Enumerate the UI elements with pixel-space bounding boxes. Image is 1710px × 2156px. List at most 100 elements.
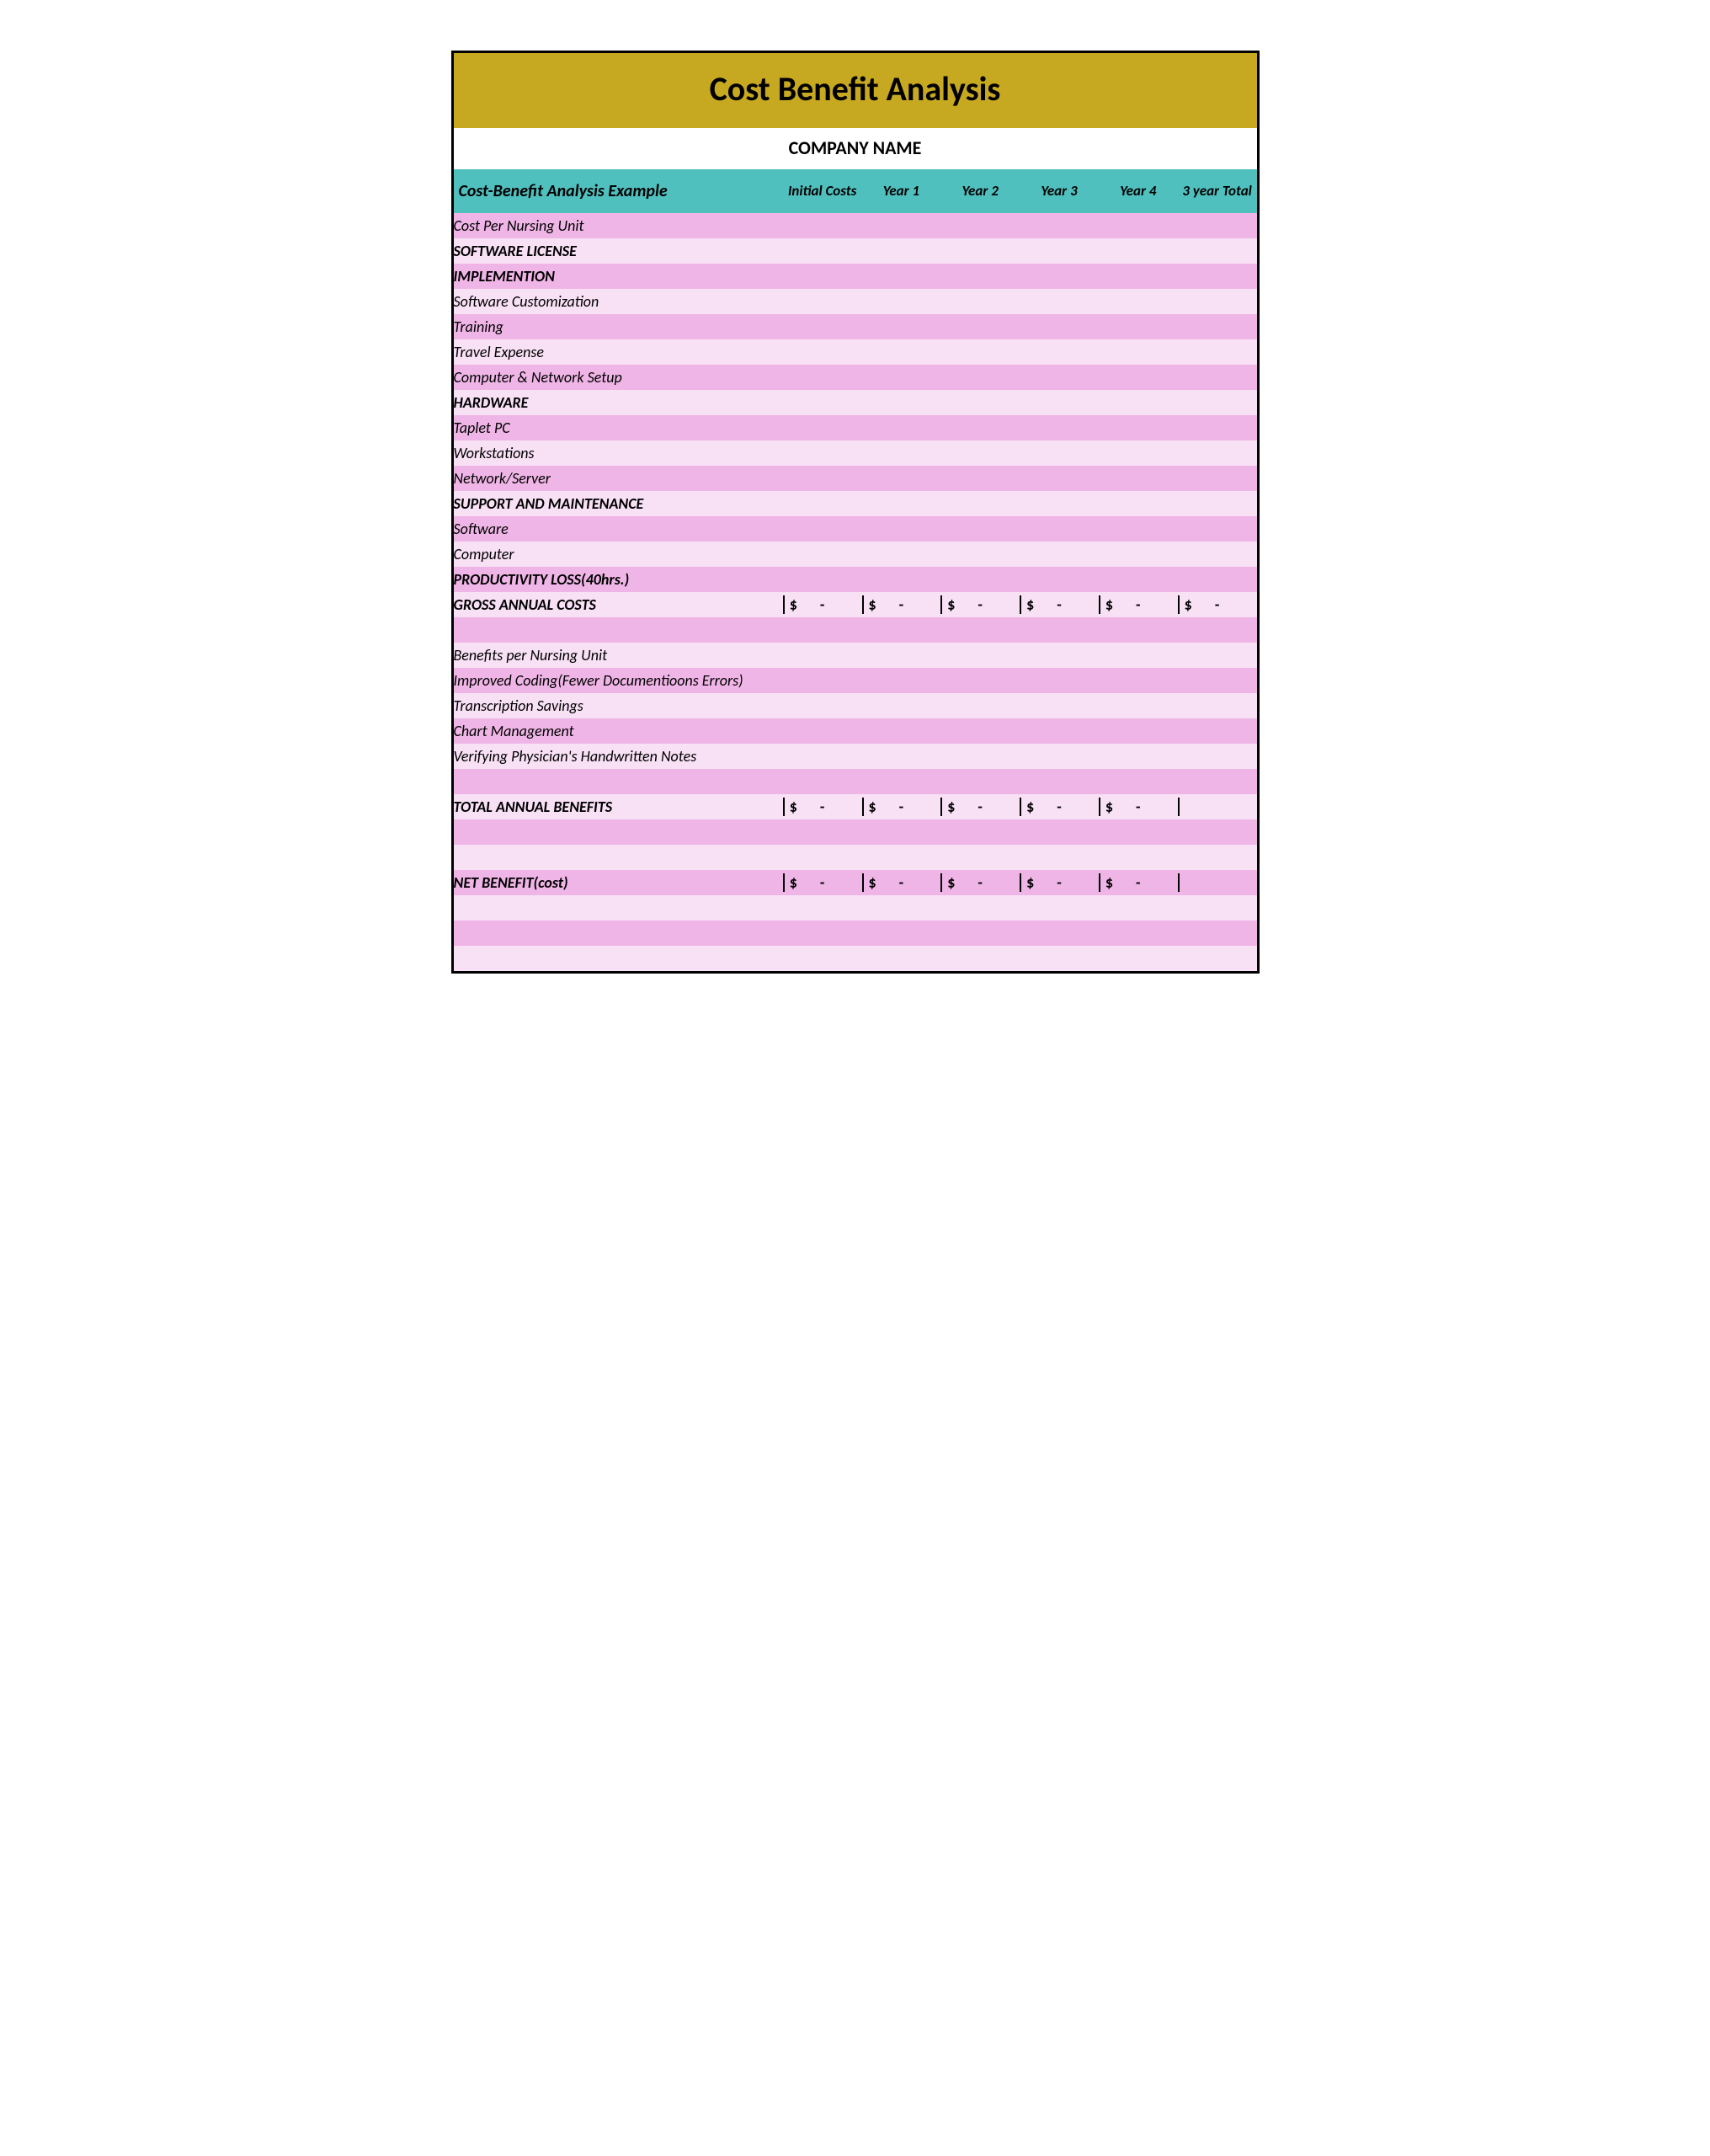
empty-cell bbox=[940, 289, 1020, 314]
money-value: - bbox=[820, 595, 825, 614]
cost-benefit-table: Cost-Benefit Analysis Example Initial Co… bbox=[454, 169, 1257, 971]
empty-cell bbox=[1020, 769, 1099, 794]
table-row: Improved Coding(Fewer Documentioons Erro… bbox=[454, 668, 1257, 693]
empty-cell bbox=[1178, 794, 1257, 819]
empty-cell bbox=[1020, 617, 1099, 643]
money-value: - bbox=[978, 873, 983, 892]
empty-cell bbox=[783, 516, 862, 542]
cell-divider bbox=[1020, 873, 1021, 892]
row-label: Improved Coding(Fewer Documentioons Erro… bbox=[454, 668, 783, 693]
currency-symbol: $ bbox=[1026, 873, 1034, 892]
empty-cell bbox=[862, 390, 941, 415]
empty-cell bbox=[783, 390, 862, 415]
row-label: IMPLEMENTION bbox=[454, 264, 783, 289]
empty-cell bbox=[1099, 390, 1178, 415]
empty-cell bbox=[1020, 238, 1099, 264]
money-cell: $- bbox=[940, 870, 1020, 895]
header-label: Cost-Benefit Analysis Example bbox=[454, 169, 783, 213]
empty-cell bbox=[1099, 895, 1178, 921]
empty-cell bbox=[1099, 516, 1178, 542]
money-value: - bbox=[1057, 798, 1062, 816]
row-label: Chart Management bbox=[454, 718, 783, 744]
row-label: Verifying Physician's Handwritten Notes bbox=[454, 744, 783, 769]
empty-cell bbox=[1178, 718, 1257, 744]
empty-cell bbox=[783, 466, 862, 491]
header-period-5: 3 year Total bbox=[1178, 169, 1257, 213]
empty-cell bbox=[1020, 440, 1099, 466]
empty-cell bbox=[940, 921, 1020, 946]
empty-cell bbox=[1178, 567, 1257, 592]
empty-cell bbox=[1178, 415, 1257, 440]
empty-cell bbox=[1178, 213, 1257, 238]
empty-cell bbox=[1020, 542, 1099, 567]
table-row: Taplet PC bbox=[454, 415, 1257, 440]
currency-symbol: $ bbox=[1026, 798, 1034, 816]
cell-divider bbox=[1099, 873, 1100, 892]
empty-cell bbox=[862, 365, 941, 390]
table-body: Cost Per Nursing UnitSOFTWARE LICENSEIMP… bbox=[454, 213, 1257, 971]
table-row: IMPLEMENTION bbox=[454, 264, 1257, 289]
currency-symbol: $ bbox=[947, 595, 955, 614]
header-period-0: Initial Costs bbox=[783, 169, 862, 213]
money-value: - bbox=[899, 873, 904, 892]
currency-symbol: $ bbox=[790, 873, 797, 892]
page: Cost Benefit Analysis COMPANY NAME Cost-… bbox=[451, 51, 1260, 974]
empty-cell bbox=[862, 264, 941, 289]
empty-cell bbox=[1178, 516, 1257, 542]
table-row: Workstations bbox=[454, 440, 1257, 466]
table-row: NET BENEFIT(cost)$-$-$-$-$- bbox=[454, 870, 1257, 895]
money-cell: $- bbox=[1099, 592, 1178, 617]
empty-cell bbox=[1099, 668, 1178, 693]
money-cell: $- bbox=[1020, 592, 1099, 617]
header-period-4: Year 4 bbox=[1099, 169, 1178, 213]
empty-cell bbox=[1178, 769, 1257, 794]
row-label bbox=[454, 769, 783, 794]
cell-divider bbox=[1178, 873, 1180, 892]
empty-cell bbox=[1020, 946, 1099, 971]
currency-symbol: $ bbox=[869, 798, 876, 816]
table-row: Verifying Physician's Handwritten Notes bbox=[454, 744, 1257, 769]
document-title: Cost Benefit Analysis bbox=[454, 68, 1257, 109]
empty-cell bbox=[783, 365, 862, 390]
empty-cell bbox=[1099, 415, 1178, 440]
empty-cell bbox=[1178, 264, 1257, 289]
empty-cell bbox=[940, 390, 1020, 415]
row-label bbox=[454, 819, 783, 845]
money-value: - bbox=[1136, 595, 1141, 614]
empty-cell bbox=[1178, 289, 1257, 314]
header-period-3: Year 3 bbox=[1020, 169, 1099, 213]
empty-cell bbox=[862, 643, 941, 668]
empty-cell bbox=[1178, 238, 1257, 264]
currency-symbol: $ bbox=[790, 798, 797, 816]
row-label: Workstations bbox=[454, 440, 783, 466]
empty-cell bbox=[1020, 845, 1099, 870]
money-value: - bbox=[899, 595, 904, 614]
empty-cell bbox=[1020, 339, 1099, 365]
empty-cell bbox=[1099, 264, 1178, 289]
empty-cell bbox=[862, 769, 941, 794]
empty-cell bbox=[862, 339, 941, 365]
cell-divider bbox=[862, 798, 864, 816]
row-label: Training bbox=[454, 314, 783, 339]
row-label: Network/Server bbox=[454, 466, 783, 491]
empty-cell bbox=[783, 289, 862, 314]
empty-cell bbox=[1020, 314, 1099, 339]
empty-cell bbox=[940, 567, 1020, 592]
empty-cell bbox=[783, 617, 862, 643]
empty-cell bbox=[1178, 466, 1257, 491]
table-row: TOTAL ANNUAL BENEFITS$-$-$-$-$- bbox=[454, 794, 1257, 819]
money-value: - bbox=[978, 595, 983, 614]
empty-cell bbox=[783, 542, 862, 567]
table-row: SUPPORT AND MAINTENANCE bbox=[454, 491, 1257, 516]
table-row bbox=[454, 921, 1257, 946]
currency-symbol: $ bbox=[1026, 595, 1034, 614]
table-row bbox=[454, 617, 1257, 643]
empty-cell bbox=[940, 542, 1020, 567]
empty-cell bbox=[1099, 718, 1178, 744]
empty-cell bbox=[783, 693, 862, 718]
empty-cell bbox=[1020, 516, 1099, 542]
empty-cell bbox=[862, 668, 941, 693]
empty-cell bbox=[1178, 617, 1257, 643]
empty-cell bbox=[783, 567, 862, 592]
row-label: GROSS ANNUAL COSTS bbox=[454, 592, 783, 617]
